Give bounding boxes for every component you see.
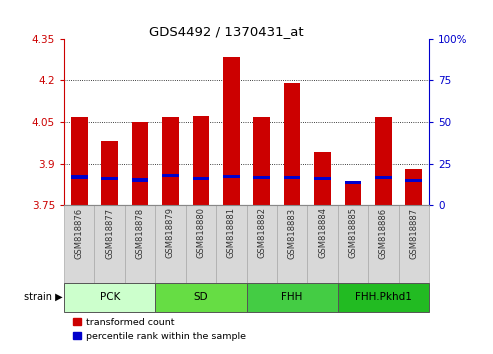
Bar [246,283,338,312]
Text: FHH.Pkhd1: FHH.Pkhd1 [355,292,412,302]
Bar [102,177,118,180]
Bar [253,176,270,179]
Bar [193,116,209,205]
Bar [307,205,338,283]
Bar [64,283,155,312]
Bar [132,122,148,205]
Bar [405,169,422,205]
Bar [223,175,240,178]
Text: GDS4492 / 1370431_at: GDS4492 / 1370431_at [149,25,304,38]
Bar [125,205,155,283]
Text: GSM818877: GSM818877 [105,207,114,258]
Bar [71,176,88,179]
Bar [375,117,391,205]
Text: GSM818884: GSM818884 [318,207,327,258]
Bar [345,181,361,184]
Bar [368,205,398,283]
Bar [162,174,179,177]
Bar [132,178,148,182]
Bar [64,205,95,283]
Bar [246,205,277,283]
Text: PCK: PCK [100,292,120,302]
Text: GSM818887: GSM818887 [409,207,418,258]
Bar [338,283,429,312]
Text: GSM818882: GSM818882 [257,207,266,258]
Bar [375,176,391,179]
Text: FHH: FHH [282,292,303,302]
Text: GSM818879: GSM818879 [166,207,175,258]
Bar [162,117,179,205]
Bar [193,177,209,180]
Bar [405,179,422,182]
Text: strain ▶: strain ▶ [24,292,63,302]
Text: GSM818876: GSM818876 [75,207,84,258]
Bar [284,83,300,205]
Text: GSM818883: GSM818883 [287,207,297,258]
Text: GSM818881: GSM818881 [227,207,236,258]
Bar [102,141,118,205]
Legend: transformed count, percentile rank within the sample: transformed count, percentile rank withi… [69,314,249,344]
Text: SD: SD [194,292,208,302]
Bar [277,205,307,283]
Bar [398,205,429,283]
Bar [345,182,361,205]
Bar [155,205,186,283]
Bar [223,57,240,205]
Text: GSM818886: GSM818886 [379,207,388,258]
Bar [155,283,246,312]
Bar [216,205,246,283]
Text: GSM818878: GSM818878 [136,207,144,258]
Bar [186,205,216,283]
Text: GSM818885: GSM818885 [349,207,357,258]
Bar [253,117,270,205]
Text: GSM818880: GSM818880 [196,207,206,258]
Bar [284,176,300,179]
Bar [314,153,331,205]
Bar [71,117,88,205]
Bar [95,205,125,283]
Bar [314,177,331,180]
Bar [338,205,368,283]
